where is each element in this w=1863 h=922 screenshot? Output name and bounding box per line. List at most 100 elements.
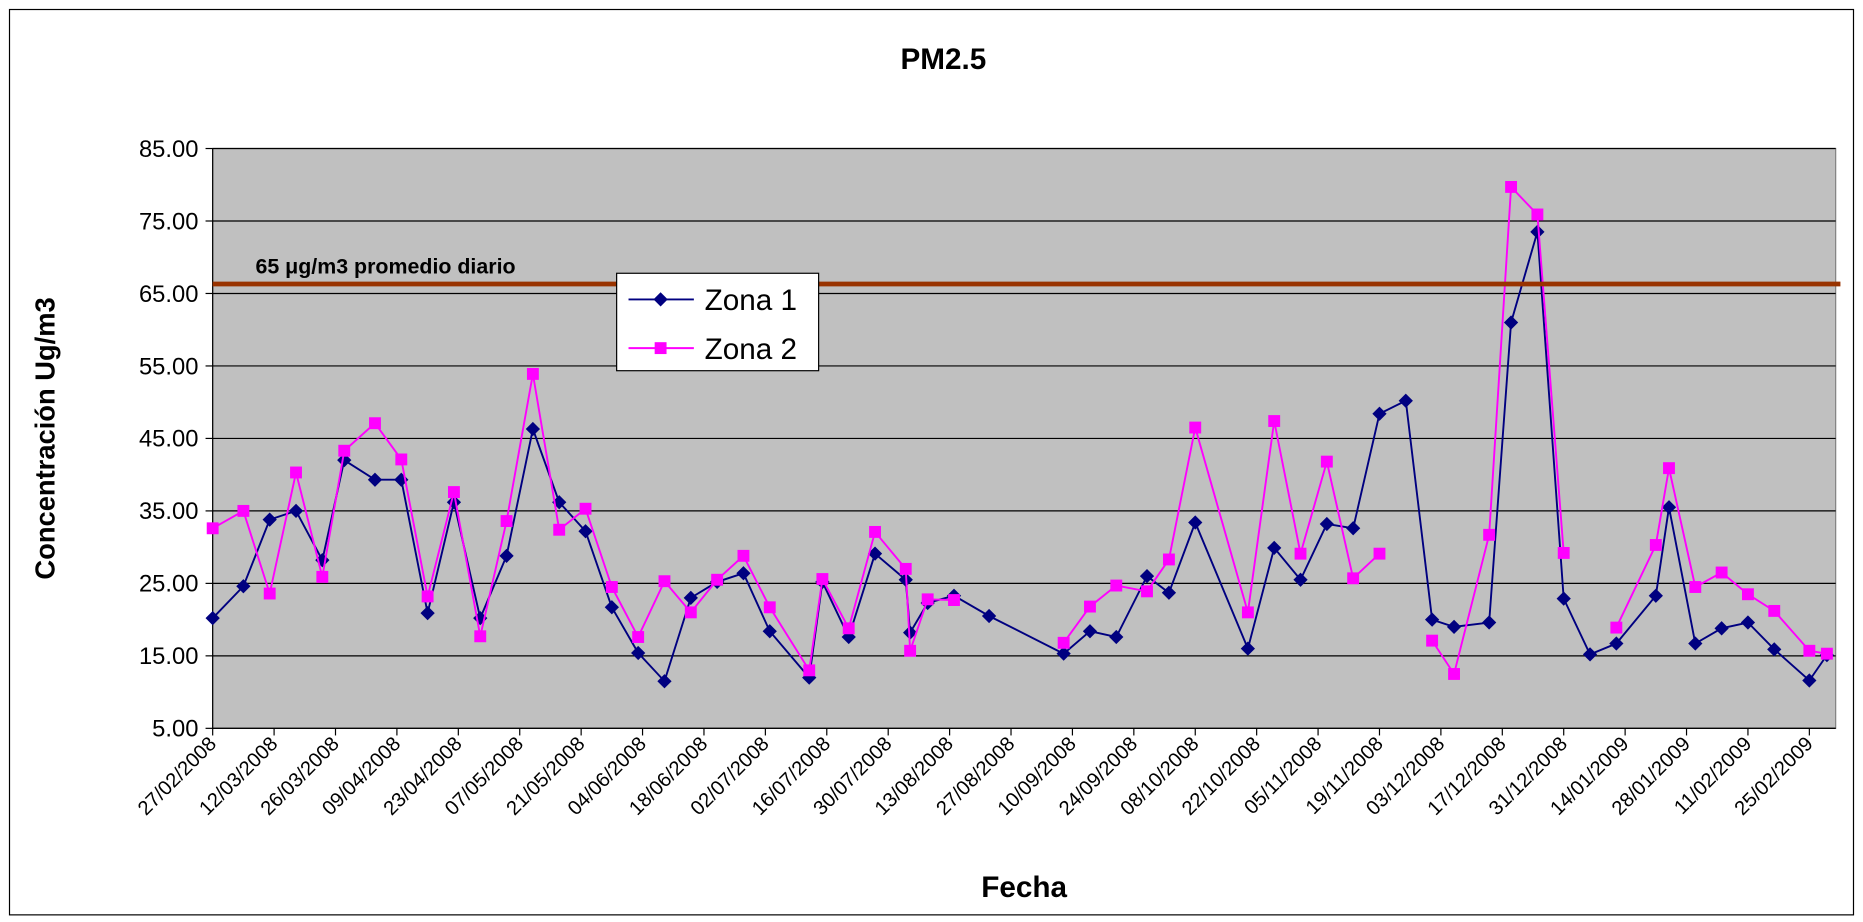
data-point (1424, 612, 1440, 627)
y-tick-label: 25.00 (139, 571, 198, 598)
data-point (1715, 566, 1728, 579)
data-point (658, 575, 671, 588)
data-point (1268, 415, 1281, 427)
data-point (1372, 406, 1387, 421)
chart-title: PM2.5 (900, 43, 986, 76)
data-point (948, 594, 960, 606)
data-point (206, 522, 219, 535)
legend-label: Zona 1 (705, 284, 797, 317)
data-point (736, 566, 751, 581)
y-tick-label: 75.00 (139, 208, 198, 235)
data-point (500, 515, 513, 527)
data-point (1320, 455, 1333, 468)
data-point (474, 630, 487, 643)
data-point (981, 608, 997, 624)
data-point (1742, 588, 1754, 601)
data-point (1768, 604, 1781, 617)
data-point (288, 503, 304, 519)
data-point (1082, 624, 1098, 639)
data-point (1820, 647, 1833, 660)
data-point (420, 605, 435, 621)
data-point (1609, 636, 1624, 651)
data-point (1057, 636, 1070, 649)
data-point (205, 611, 220, 626)
data-point (369, 417, 381, 430)
y-axis-title: Concentración Ug/m3 (30, 297, 61, 579)
data-point (316, 570, 329, 583)
data-point (605, 581, 618, 593)
data-point (904, 644, 917, 657)
data-point (1188, 515, 1203, 530)
y-tick-label: 15.00 (139, 643, 198, 670)
y-tick-label: 45.00 (139, 426, 198, 453)
data-point (1505, 180, 1518, 193)
data-point (553, 523, 566, 536)
data-point (921, 593, 934, 606)
data-point (262, 512, 277, 527)
data-point (1084, 600, 1096, 613)
data-point (338, 444, 351, 457)
data-point (290, 466, 302, 479)
data-point (1556, 591, 1571, 606)
data-point (842, 622, 855, 635)
y-tick-label: 35.00 (139, 498, 198, 525)
data-point (1557, 546, 1570, 559)
data-point (1240, 641, 1256, 656)
data-point (632, 631, 645, 643)
data-point (447, 486, 460, 498)
data-point (737, 549, 750, 562)
data-point (1503, 315, 1519, 330)
data-point (1446, 619, 1462, 634)
data-point (263, 587, 276, 600)
data-point (579, 502, 592, 515)
y-tick-label: 65.00 (139, 281, 198, 308)
data-point (236, 579, 251, 594)
data-point (1610, 621, 1623, 634)
data-point (763, 601, 776, 614)
data-point (1803, 644, 1816, 657)
data-point (1663, 462, 1675, 475)
data-point (1582, 647, 1598, 662)
data-point (1482, 615, 1497, 630)
data-point (1483, 528, 1496, 541)
series-line (211, 231, 1828, 684)
y-tick-label: 85.00 (139, 136, 198, 163)
data-point (1347, 572, 1360, 585)
data-point (1426, 634, 1439, 647)
data-point (1373, 547, 1386, 560)
annotation: 65 μg/m3 promedio diario (255, 254, 515, 278)
data-point (1161, 585, 1177, 600)
data-point (1689, 581, 1702, 593)
data-point (631, 645, 646, 661)
data-point (1319, 516, 1334, 532)
data-point (1740, 615, 1756, 630)
data-point (1294, 547, 1307, 560)
legend-label: Zona 2 (705, 333, 797, 366)
data-point (1241, 606, 1254, 619)
data-point (1714, 621, 1729, 636)
data-point (869, 525, 881, 538)
data-point (1661, 500, 1677, 515)
data-point (421, 590, 434, 603)
legend-marker (654, 342, 667, 355)
legend-marker (653, 292, 668, 307)
data-point (683, 590, 698, 606)
data-point (237, 504, 250, 517)
legend-box (616, 272, 820, 372)
data-point (684, 606, 697, 619)
data-point (1398, 393, 1413, 408)
y-tick-label: 5.00 (152, 716, 198, 743)
data-point (1649, 539, 1662, 551)
data-point (1531, 208, 1544, 221)
data-point (711, 573, 724, 586)
data-point (1530, 224, 1545, 239)
data-point (395, 453, 408, 466)
series-line (212, 184, 1828, 677)
data-point (1802, 673, 1817, 688)
data-point (1162, 553, 1175, 566)
y-tick-label: 55.00 (139, 353, 198, 380)
data-point (1189, 421, 1202, 434)
data-point (1110, 579, 1123, 592)
data-point (367, 472, 383, 487)
